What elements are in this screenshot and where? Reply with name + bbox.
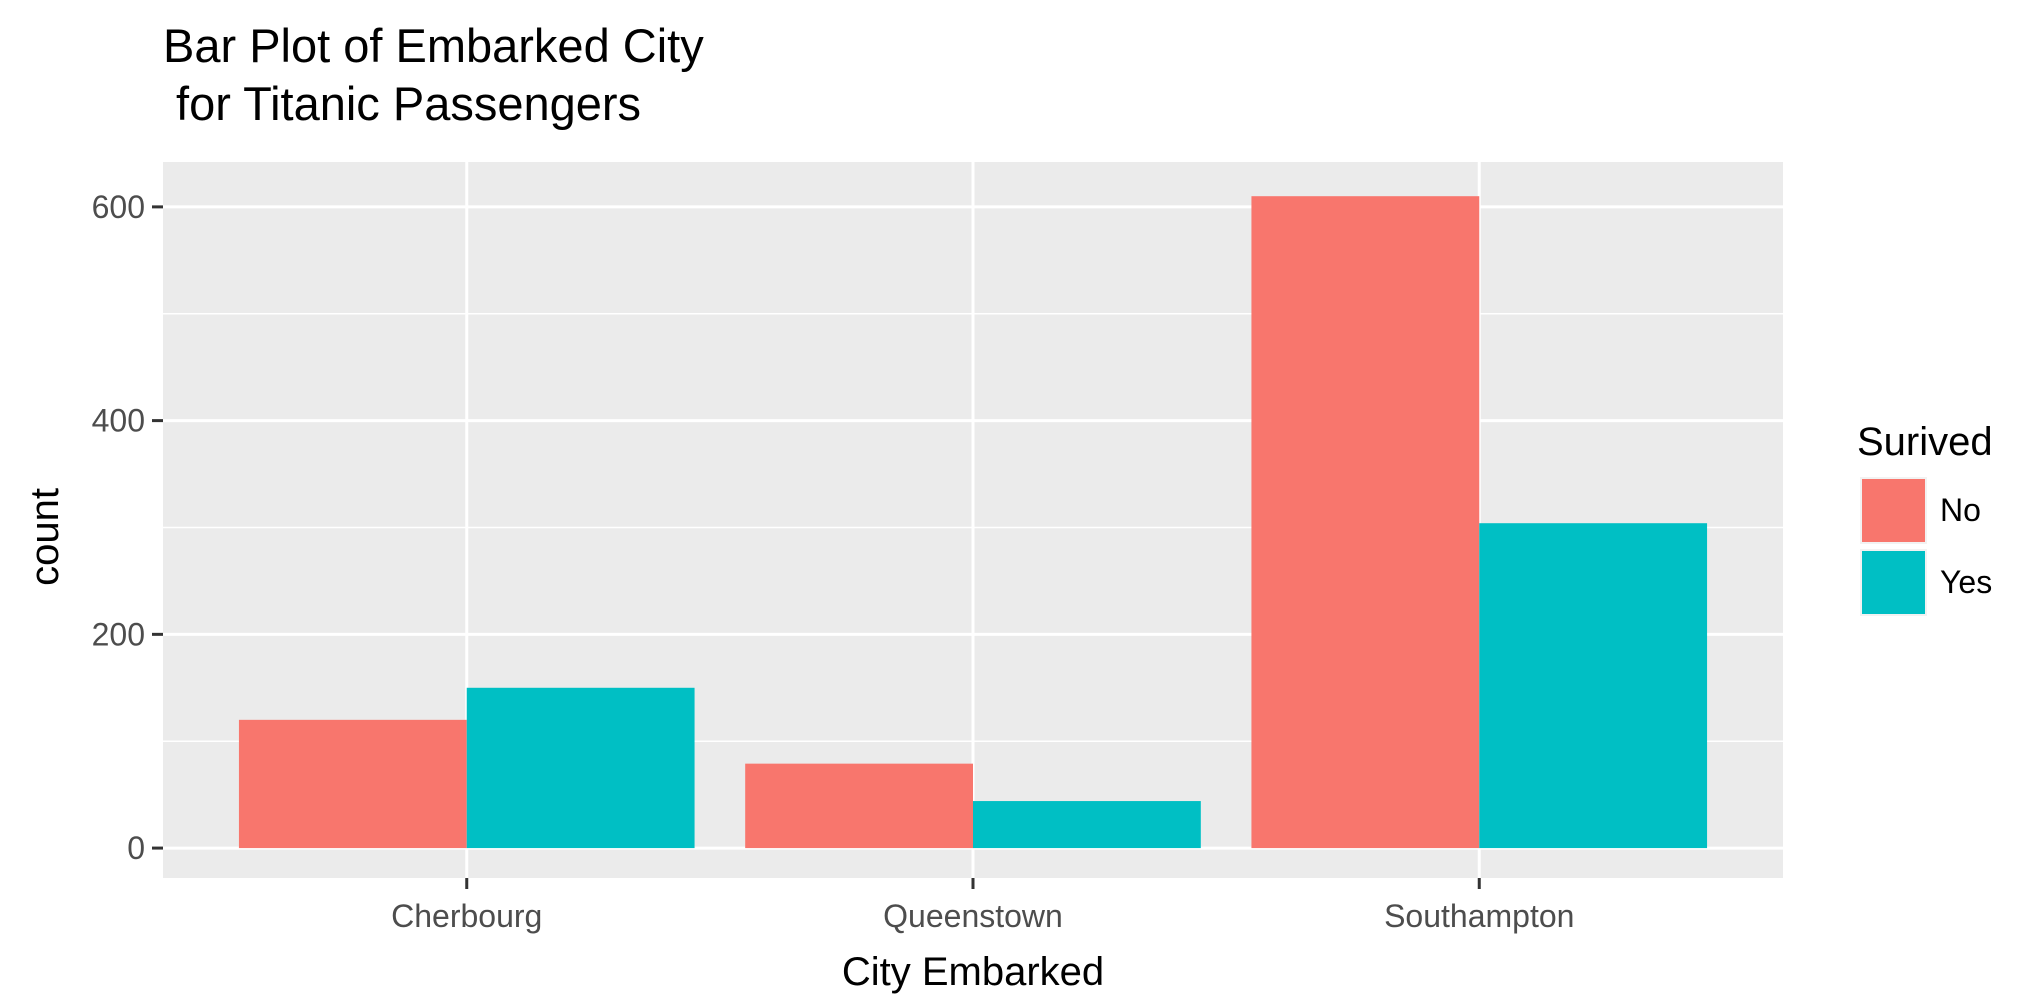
x-axis: Cherbourg Queenstown Southampton [391,878,1574,934]
x-axis-title: City Embarked [842,950,1104,994]
x-tick-label: Queenstown [883,898,1063,934]
bar [466,687,695,849]
bar [1251,196,1480,849]
bar [973,801,1201,849]
y-axis: 0 200 400 600 [92,189,163,866]
x-tick-label: Southampton [1384,898,1574,934]
bar [238,719,467,849]
legend-key [1862,479,1925,542]
y-tick-label: 0 [127,830,145,866]
bar [745,763,973,849]
legend-key [1862,551,1925,614]
legend-title: Surived [1857,420,1993,464]
x-tick-label: Cherbourg [391,898,542,934]
bars [238,196,1708,849]
y-tick-label: 600 [92,189,145,225]
bar [1479,523,1708,849]
legend-label: No [1940,492,1981,528]
y-tick-label: 200 [92,616,145,652]
chart-title-line-2: for Titanic Passengers [163,77,641,130]
chart-title-line-1: Bar Plot of Embarked City [163,19,704,72]
legend: Surived No Yes [1857,420,1993,616]
legend-label: Yes [1940,564,1992,600]
y-axis-title: count [23,488,67,586]
y-tick-label: 400 [92,403,145,439]
